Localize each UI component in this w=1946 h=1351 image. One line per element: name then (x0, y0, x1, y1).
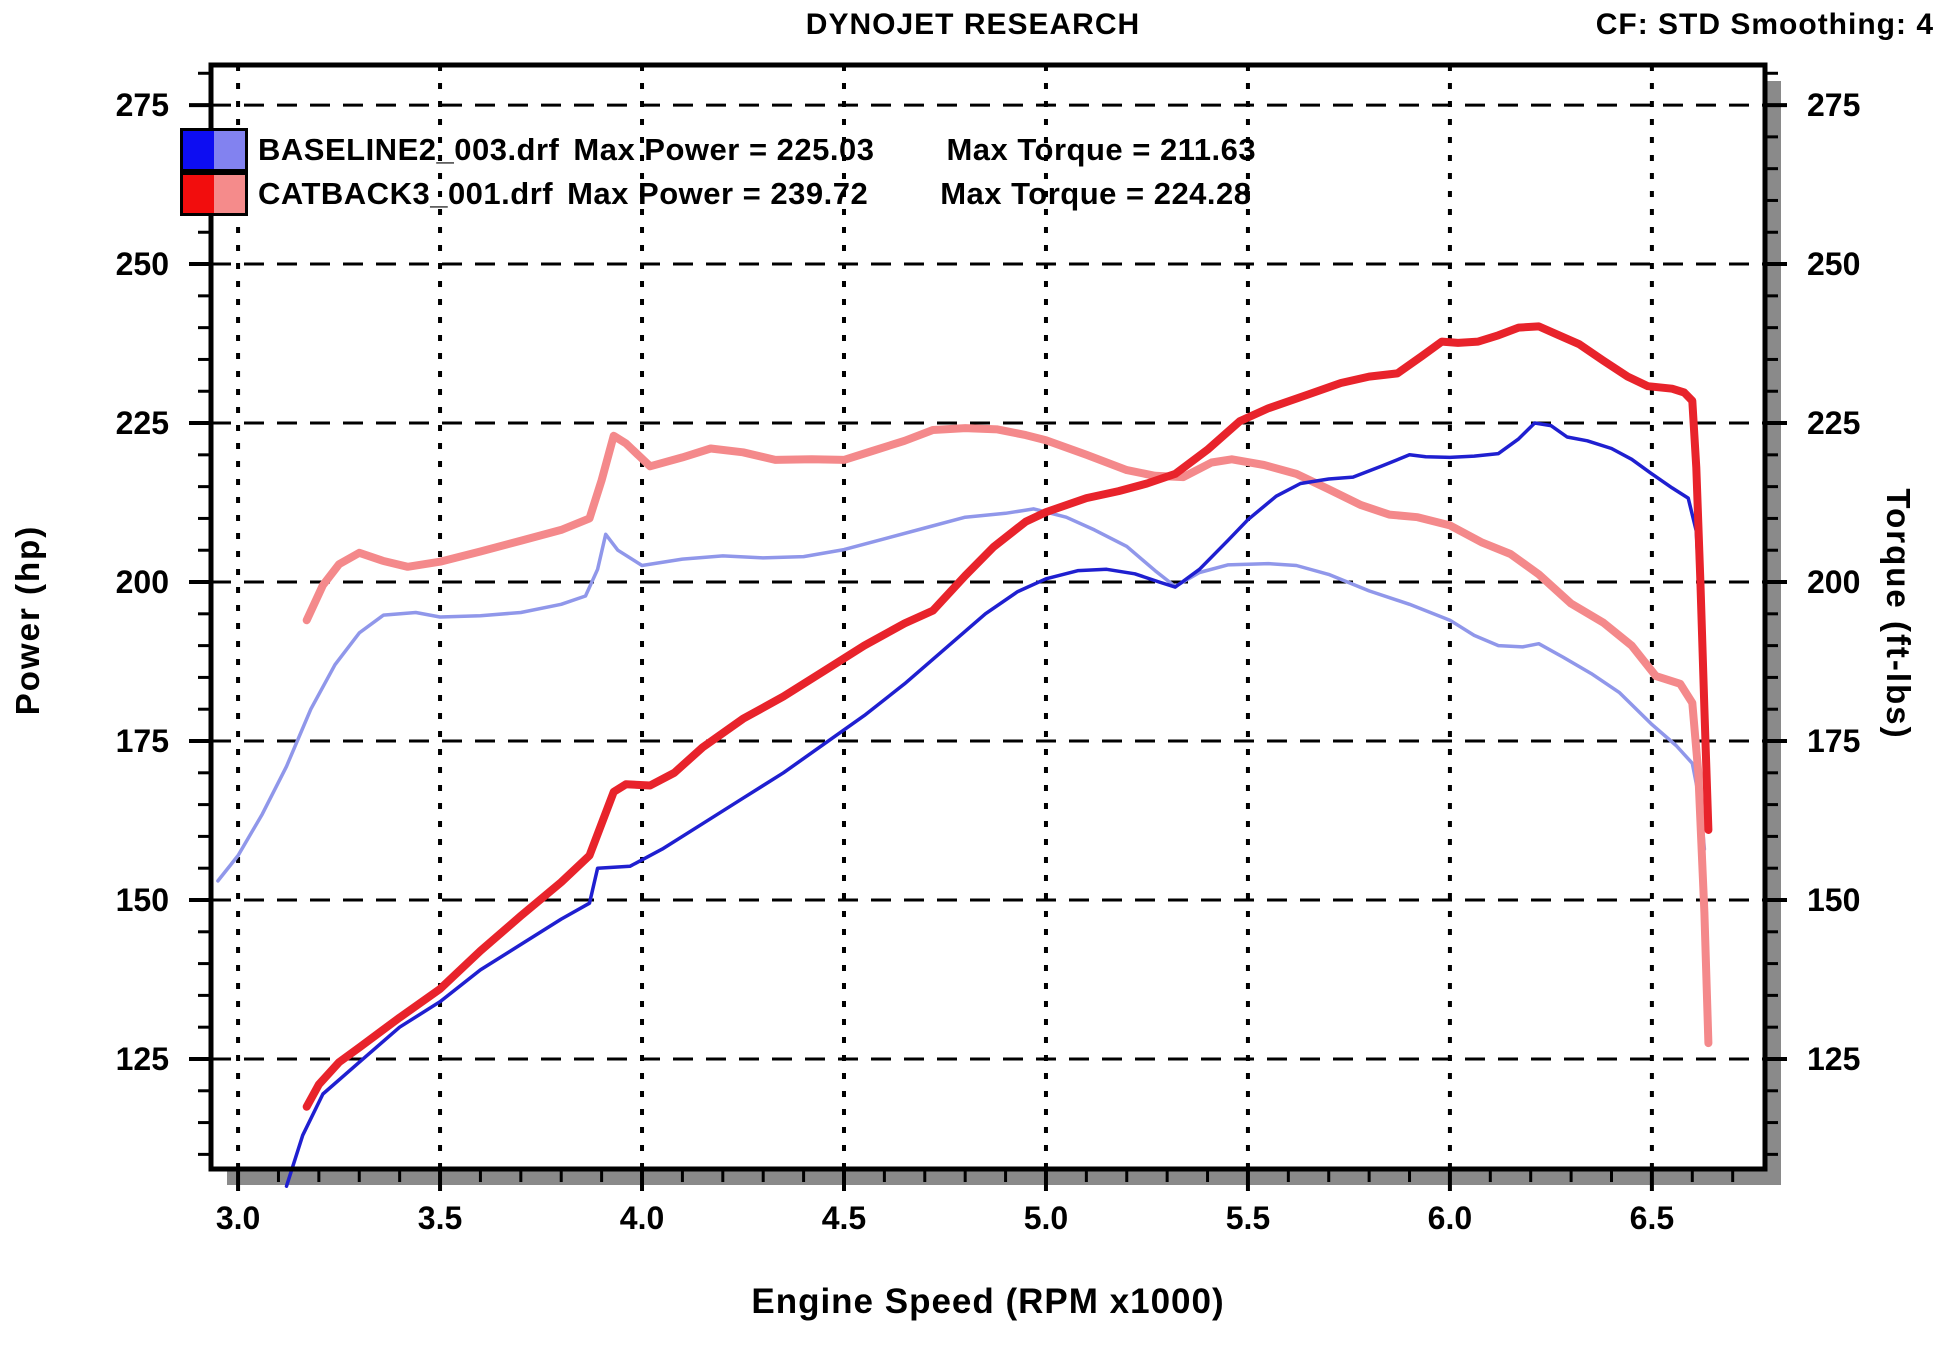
power-axis-tick-label: 275 (116, 87, 169, 123)
curve-baseline2-003-drf-torque (216, 507, 1707, 883)
baseline-swatch (180, 128, 248, 172)
baseline-max-torque: Max Torque = 211.63 (946, 132, 1257, 167)
baseline-torque-swatch (214, 131, 245, 169)
power-axis-tick-label: 125 (116, 1041, 169, 1077)
baseline-max-power: Max Power = 225.03 (573, 132, 875, 167)
torque-axis-tick-label: 225 (1807, 405, 1860, 441)
power-axis-tick-label: 200 (116, 564, 169, 600)
correction-smoothing-label: CF: STD Smoothing: 4 (1595, 8, 1934, 41)
rpm-axis-tick-label: 5.5 (1226, 1200, 1270, 1236)
catback-power-swatch (183, 175, 214, 213)
torque-axis-tick-label: 175 (1807, 723, 1860, 759)
torque-axis-tick-label: 275 (1807, 87, 1860, 123)
catback-max-power: Max Power = 239.72 (567, 176, 869, 211)
legend-row-baseline: BASELINE2_003.drf Max Power = 225.03 Max… (180, 128, 1256, 172)
torque-axis-tick-label: 200 (1807, 564, 1860, 600)
catback-max-torque: Max Torque = 224.28 (940, 176, 1252, 211)
legend: BASELINE2_003.drf Max Power = 225.03 Max… (180, 128, 1256, 216)
power-axis-tick-label: 250 (116, 246, 169, 282)
power-axis-tick-label: 225 (116, 405, 169, 441)
x-axis-label: Engine Speed (RPM x1000) (751, 1282, 1225, 1321)
baseline-file-name: BASELINE2_003.drf (258, 132, 560, 167)
rpm-axis-tick-label: 5.0 (1024, 1200, 1068, 1236)
curve-catback3-001-drf-power (302, 322, 1713, 1111)
torque-axis-tick-label: 125 (1807, 1041, 1860, 1077)
rpm-axis-tick-label: 3.5 (418, 1200, 462, 1236)
catback-torque-swatch (214, 175, 245, 213)
plot-border (208, 62, 1768, 1172)
rpm-axis-tick-label: 4.5 (822, 1200, 866, 1236)
torque-axis-tick-label: 250 (1807, 246, 1860, 282)
rpm-axis-tick-label: 3.0 (216, 1200, 260, 1236)
y-axis-label-torque: Torque (ft-lbs) (1880, 488, 1917, 740)
curve-catback3-001-drf-torque (302, 424, 1713, 1048)
page-title: DYNOJET RESEARCH (805, 8, 1141, 41)
legend-row-catback: CATBACK3_001.drf Max Power = 239.72 Max … (180, 172, 1256, 216)
torque-axis-tick-label: 150 (1807, 882, 1860, 918)
rpm-axis-tick-label: 6.0 (1428, 1200, 1472, 1236)
rpm-axis-tick-label: 4.0 (620, 1200, 664, 1236)
power-axis-tick-label: 175 (116, 723, 169, 759)
catback-file-name: CATBACK3_001.drf (258, 176, 554, 211)
rpm-axis-tick-label: 6.5 (1630, 1200, 1674, 1236)
legend-row-catback-text: CATBACK3_001.drf Max Power = 239.72 Max … (258, 172, 1252, 216)
power-axis-tick-label: 150 (116, 882, 169, 918)
curve-baseline2-003-drf-power (284, 421, 1709, 1188)
y-axis-label-power: Power (hp) (9, 524, 46, 716)
legend-row-baseline-text: BASELINE2_003.drf Max Power = 225.03 Max… (258, 128, 1256, 172)
catback-swatch (180, 172, 248, 216)
baseline-power-swatch (183, 131, 214, 169)
